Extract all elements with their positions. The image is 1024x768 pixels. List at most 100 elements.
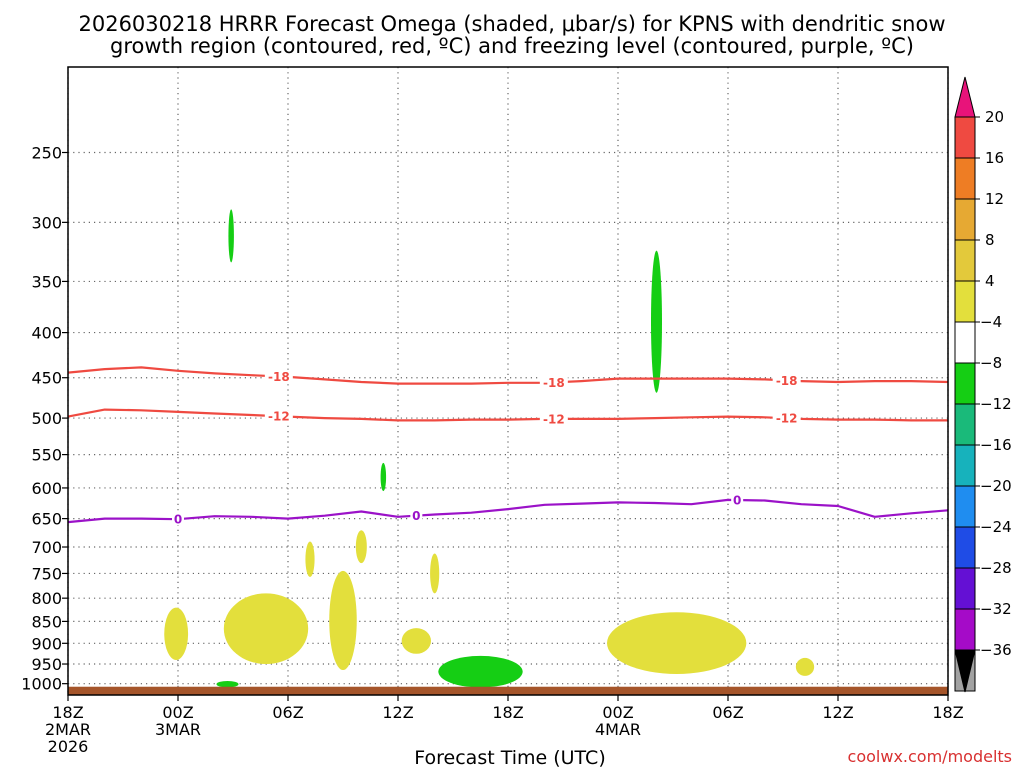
x-tick-label: 2026	[48, 737, 89, 756]
colorbar-segment	[954, 280, 976, 323]
y-tick-label: 450	[31, 369, 62, 388]
contour-label: -12	[776, 412, 798, 426]
y-tick-label: 850	[31, 612, 62, 631]
contour-label: -18	[543, 376, 565, 390]
omega-shading	[164, 209, 815, 688]
surface-strip	[68, 686, 948, 695]
contour-label: -18	[776, 374, 798, 388]
colorbar-label: −28	[980, 559, 1012, 577]
omega-region	[228, 209, 234, 263]
y-tick-label: 550	[31, 446, 62, 465]
x-tick-label: 3MAR	[155, 720, 201, 739]
contour-label-bg	[410, 509, 423, 522]
contour-label-bg	[539, 412, 568, 425]
contour-label-bg	[772, 374, 801, 387]
x-tick-label: 18Z	[52, 703, 83, 722]
colorbar-segment	[954, 239, 976, 282]
contour-label-bg	[172, 513, 184, 526]
colorbar-label: −24	[980, 518, 1012, 536]
contour-labels: -18 -18 -18 -12 -12 -12 0 0 0	[172, 370, 801, 527]
colorbar-label: 16	[985, 149, 1004, 167]
colorbar-segment	[954, 362, 976, 405]
y-tick-label: 650	[31, 510, 62, 529]
omega-region	[216, 680, 239, 688]
colorbar-label: −20	[980, 477, 1012, 495]
colorbar: 20 16 12 8 4 −4 −8 −12 −16 −20 −24 −28 −32 −36	[954, 76, 1012, 693]
colorbar-segment	[954, 157, 976, 200]
contour-label-bg	[264, 370, 293, 383]
y-tick-label: 950	[31, 655, 62, 674]
x-tick-label: 00Z	[162, 703, 193, 722]
chart-title-line-2: growth region (contoured, red, ºC) and f…	[110, 34, 914, 58]
contour-label-bg	[264, 410, 293, 423]
omega-region	[430, 553, 440, 594]
x-tick-label: 18Z	[492, 703, 523, 722]
colorbar-label: 8	[985, 231, 995, 249]
colorbar-label: 20	[985, 108, 1004, 126]
colorbar-segment	[954, 198, 976, 241]
y-tick-label: 800	[31, 589, 62, 608]
y-tick-label: 700	[31, 538, 62, 557]
y-tick-label: 500	[31, 409, 62, 428]
colorbar-segment	[954, 485, 976, 528]
y-tick-label: 300	[31, 213, 62, 232]
x-tick-label: 00Z	[602, 703, 633, 722]
y-tick-label: 1000	[21, 675, 62, 694]
y-tick-label: 900	[31, 634, 62, 653]
colorbar-segment	[954, 567, 976, 610]
x-tick-label: 12Z	[382, 703, 413, 722]
colorbar-label: 4	[985, 272, 995, 290]
y-tick-label: 250	[31, 143, 62, 162]
omega-region	[795, 657, 815, 676]
colorbar-segment	[954, 608, 976, 651]
contour-label: -12	[268, 410, 290, 424]
colorbar-label: 12	[985, 190, 1004, 208]
chart-title: 2026030218 HRRR Forecast Omega (shaded, …	[78, 12, 945, 58]
x-tick-label: 06Z	[272, 703, 303, 722]
contour-label: -12	[543, 412, 565, 426]
surface-strip-fill	[68, 686, 948, 695]
contour-line	[67, 498, 949, 524]
y-tick-label: 400	[31, 324, 62, 343]
credit-link[interactable]: coolwx.com/modelts	[848, 747, 1012, 766]
x-tick-label: 4MAR	[595, 720, 641, 739]
contour-label-bg	[539, 376, 568, 389]
omega-region	[607, 612, 747, 674]
y-tick-label: 350	[31, 272, 62, 291]
x-tick-label: 06Z	[712, 703, 743, 722]
contour-label-bg	[772, 412, 801, 425]
contour-line	[67, 366, 949, 385]
y-tick-label: 600	[31, 479, 62, 498]
colorbar-segment	[954, 526, 976, 569]
colorbar-label: −12	[980, 395, 1012, 413]
contour-line	[67, 408, 948, 422]
omega-region	[651, 250, 662, 393]
grid-lines	[67, 67, 949, 695]
colorbar-label: −16	[980, 436, 1012, 454]
colorbar-segment	[954, 649, 976, 693]
x-axis-title: Forecast Time (UTC)	[414, 747, 605, 768]
contour-label: 0	[733, 494, 741, 508]
omega-region	[305, 541, 315, 578]
omega-region	[401, 628, 432, 654]
contour-lines	[67, 366, 949, 524]
contour-label: 0	[174, 513, 182, 527]
omega-region	[329, 570, 357, 671]
colorbar-label: −8	[980, 354, 1002, 372]
colorbar-label: −32	[980, 600, 1012, 618]
omega-region	[438, 655, 523, 688]
contour-label: -18	[268, 370, 290, 384]
chart-title-line-1: 2026030218 HRRR Forecast Omega (shaded, …	[78, 12, 945, 36]
x-tick-label: 2MAR	[45, 720, 91, 739]
colorbar-label: −4	[980, 313, 1002, 331]
x-tick-label: 18Z	[932, 703, 963, 722]
colorbar-segment	[954, 76, 976, 118]
x-tick-label: 12Z	[822, 703, 853, 722]
colorbar-segment	[954, 444, 976, 487]
omega-region	[223, 593, 309, 665]
omega-region	[380, 462, 387, 492]
y-tick-label: 750	[31, 564, 62, 583]
colorbar-segment	[954, 403, 976, 446]
